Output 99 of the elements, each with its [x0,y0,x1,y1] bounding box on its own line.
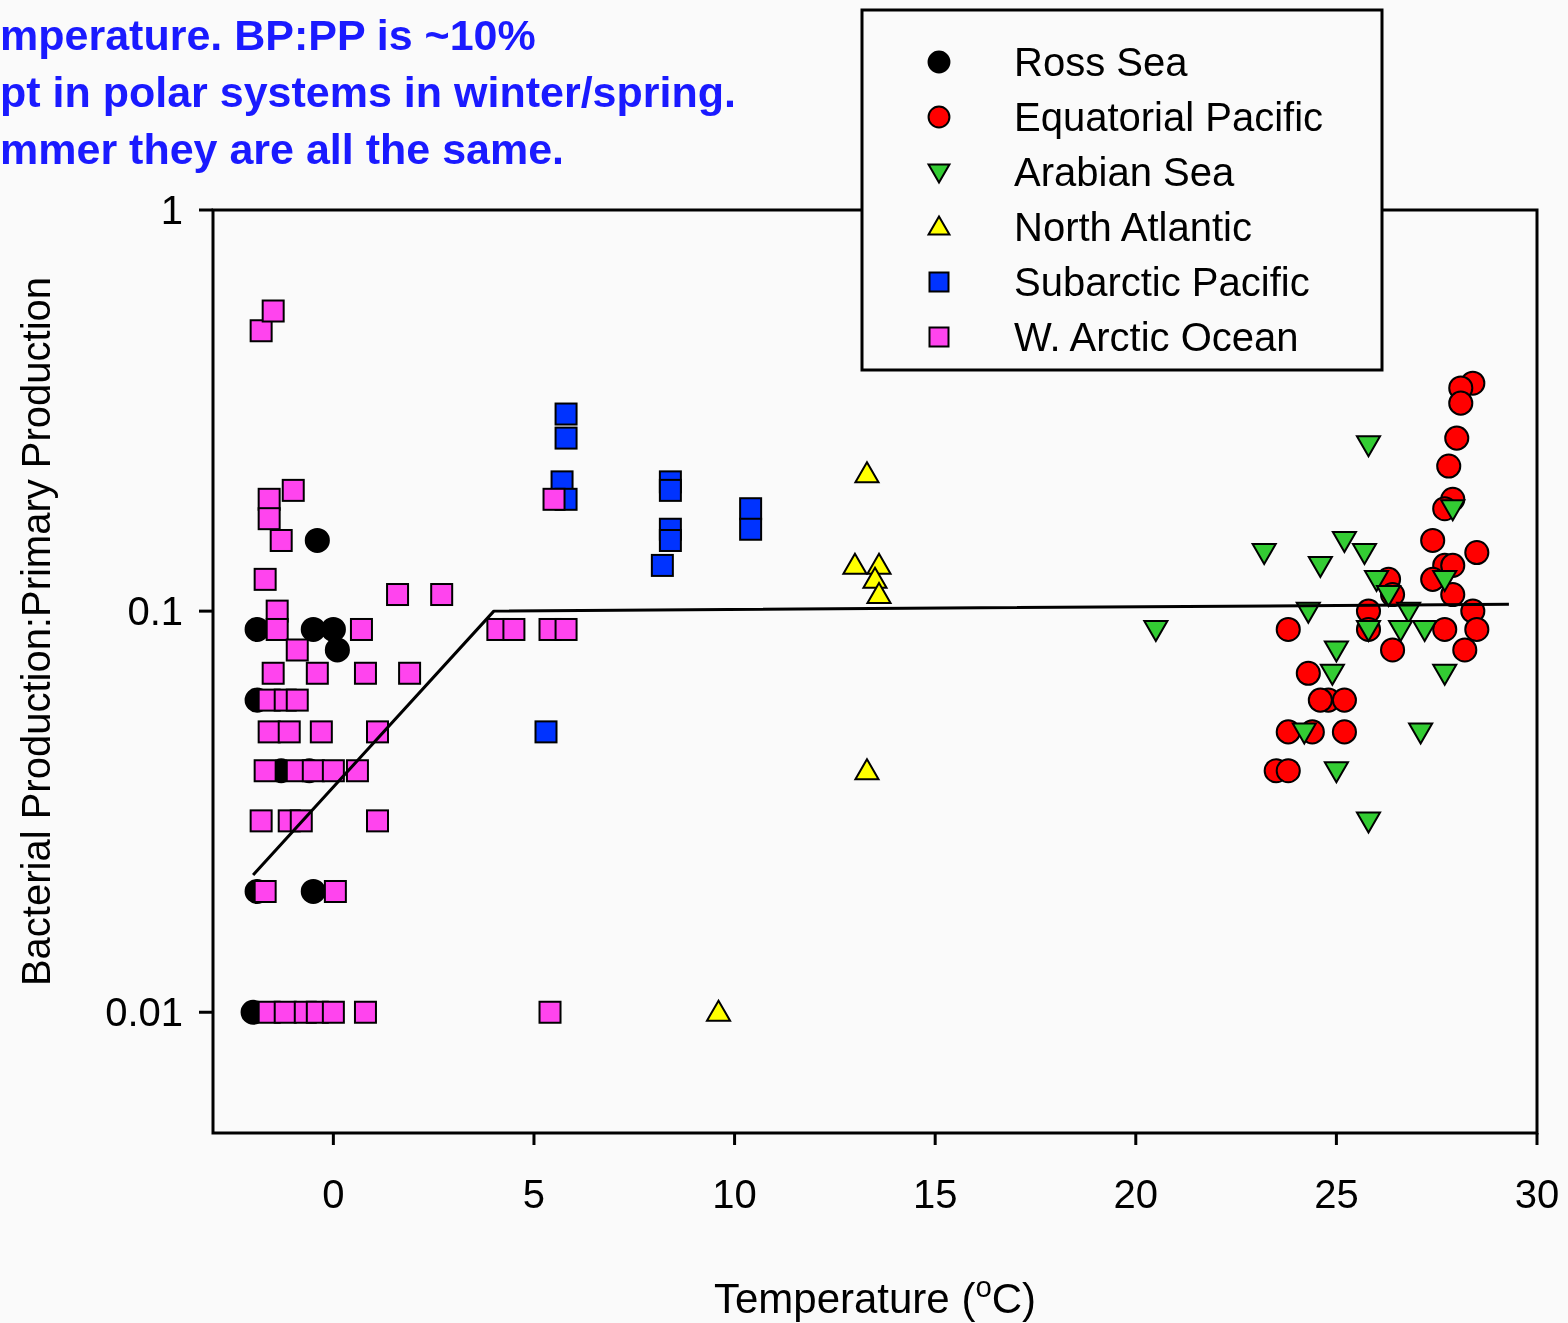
point [261,299,285,323]
text: mperature. BP:PP is ~10% [0,11,536,59]
point [854,758,880,781]
point [1412,620,1438,643]
legend-label: North Atlantic [1014,205,1252,249]
point [658,478,682,502]
point [1323,640,1349,663]
point [538,1000,562,1024]
point [502,617,526,641]
point [1464,539,1490,566]
point [1331,719,1357,745]
point [309,720,333,744]
point [386,583,410,607]
point [269,528,293,552]
point [265,617,289,641]
point [430,583,454,607]
point [1323,761,1349,784]
point [323,880,347,903]
point [277,720,301,744]
point [739,497,763,521]
point [1380,637,1406,663]
text: mmer they are all the same. [0,125,565,173]
x-tick-label: 20 [1113,1172,1159,1216]
point [1295,660,1321,686]
point [353,1000,377,1024]
point [1420,527,1446,554]
y-axis-title: Bacterial Production:Primary Production [14,276,58,987]
point [1275,758,1301,784]
text: pt in polar systems in winter/spring. [0,68,736,116]
point [1307,687,1333,713]
point [305,661,329,685]
point [705,999,732,1022]
point [1440,499,1466,522]
point [1319,663,1345,686]
point [1388,620,1414,643]
point [1408,722,1434,745]
legend-label: Subarctic Pacific [1014,260,1310,304]
point [1351,543,1378,566]
point [1143,620,1169,643]
point [320,616,346,643]
point [1452,637,1478,663]
x-tick-label: 15 [912,1172,958,1216]
x-tick-label: 0 [322,1172,345,1216]
legend-label: Ross Sea [1014,40,1189,84]
x-tick-label: 10 [712,1172,757,1216]
point [1307,556,1333,578]
point [1432,616,1458,643]
point [554,426,578,450]
point [1331,687,1357,713]
point [261,661,285,685]
point [349,617,373,641]
point [249,319,273,343]
point [1432,569,1458,592]
point [285,638,309,662]
point [1331,531,1357,554]
point [1436,453,1462,479]
point [1464,616,1490,643]
point [304,527,330,554]
point [1275,616,1301,643]
legend-label: W. Arctic Ocean [1014,315,1299,359]
point [398,661,422,685]
point [1291,722,1317,745]
x-tick-label: 25 [1314,1172,1359,1216]
point [285,688,309,712]
point [253,759,277,783]
point [1444,425,1470,451]
point [1448,390,1474,416]
point [324,637,350,663]
point [1355,811,1382,834]
point [658,528,682,552]
point [353,661,377,685]
point [249,809,273,833]
point [554,402,578,426]
point [321,1000,345,1024]
x-tick-label: 5 [522,1172,546,1216]
x-axis-title: Temperature ($^{o}$C) [713,1269,1037,1322]
point [739,517,763,541]
point [1355,435,1382,458]
point [854,461,880,484]
legend-label: Equatorial Pacific [1014,95,1324,139]
point [542,487,566,511]
point [650,553,674,577]
point [366,809,389,833]
y-tick-label: 0.1 [127,589,183,634]
point [281,478,305,502]
y-tick-label: 0.01 [105,990,183,1035]
x-tick-label: 30 [1514,1172,1560,1216]
point [1432,663,1458,686]
point [253,567,277,591]
point [253,880,277,903]
legend-label: Arabian Sea [1014,150,1235,194]
point [257,507,281,531]
point [554,617,578,641]
point [321,759,345,783]
y-tick-label: 1 [160,188,183,232]
point [534,720,558,744]
point [1251,543,1277,566]
point [300,878,326,905]
point [1363,569,1390,592]
